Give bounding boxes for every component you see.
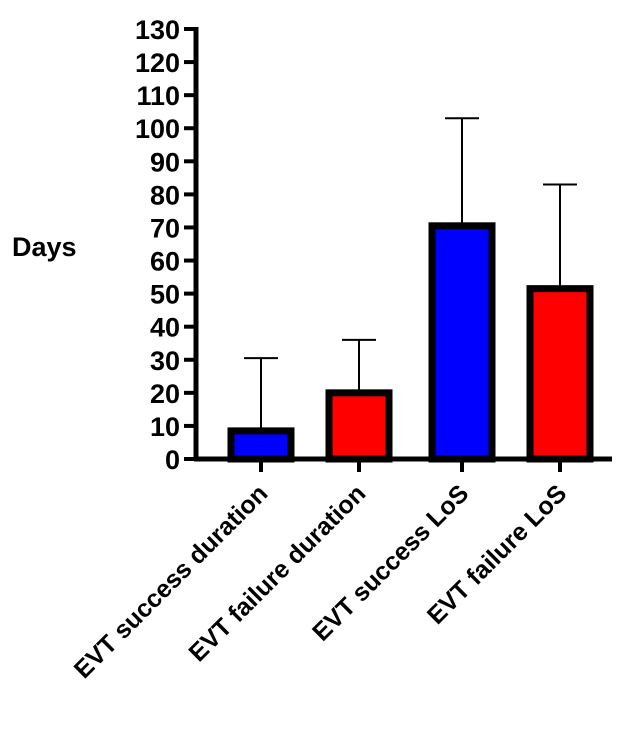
error-bars bbox=[244, 117, 577, 431]
y-tick-label: 0 bbox=[165, 445, 180, 475]
x-tick-label: EVT failure duration bbox=[183, 479, 371, 667]
y-tick-label: 30 bbox=[150, 346, 180, 376]
y-tick-label: 100 bbox=[135, 114, 180, 144]
y-tick-label: 60 bbox=[150, 247, 180, 277]
y-tick-label: 130 bbox=[135, 15, 180, 45]
bars bbox=[227, 222, 594, 463]
y-tick-label: 40 bbox=[150, 313, 180, 343]
bar bbox=[526, 285, 594, 463]
y-tick-label: 90 bbox=[150, 147, 180, 177]
y-tick-label: 70 bbox=[150, 213, 180, 243]
bar bbox=[428, 222, 496, 463]
y-tick-label: 20 bbox=[150, 379, 180, 409]
y-tick-label: 120 bbox=[135, 48, 180, 78]
y-axis-label: Days bbox=[12, 232, 77, 262]
y-tick-label: 10 bbox=[150, 412, 180, 442]
y-tick-label: 110 bbox=[136, 81, 180, 111]
bar bbox=[325, 389, 393, 463]
y-tick-label: 50 bbox=[150, 280, 180, 310]
axes bbox=[193, 27, 612, 462]
y-tick-label: 80 bbox=[150, 180, 180, 210]
x-tick-label: EVT success duration bbox=[69, 479, 273, 683]
bar bbox=[227, 427, 295, 463]
